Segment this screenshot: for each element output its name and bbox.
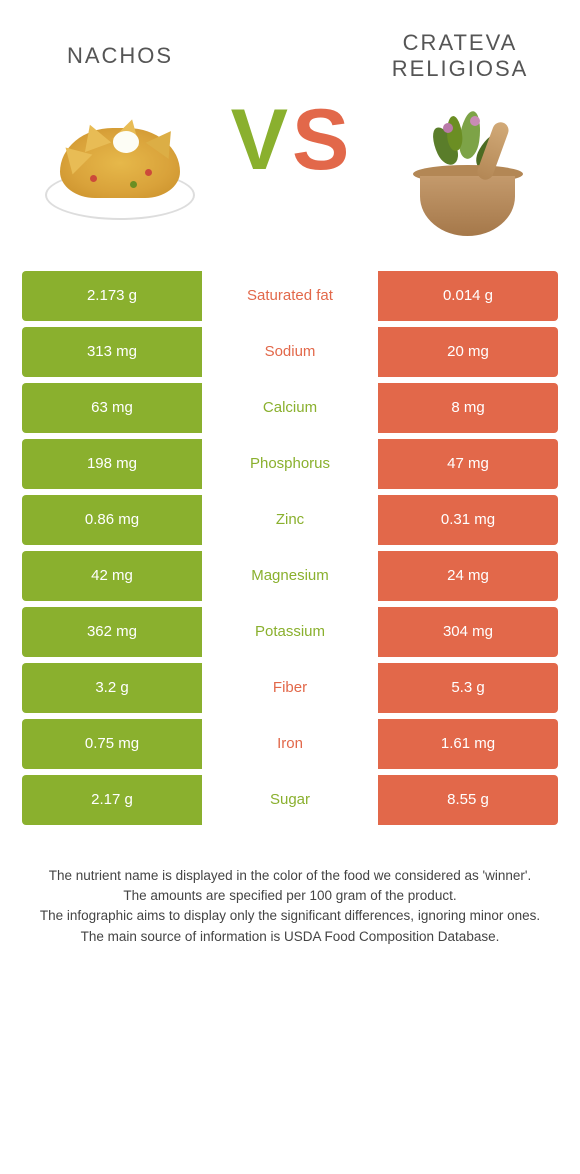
food1-title: Nachos — [20, 43, 220, 69]
nutrient-row: 63 mgCalcium8 mg — [22, 383, 558, 433]
nachos-image — [35, 88, 205, 238]
nutrient-row: 0.86 mgZinc0.31 mg — [22, 495, 558, 545]
food2-title: Crateva religiosa — [360, 30, 560, 83]
nutrient-row: 2.173 gSaturated fat0.014 g — [22, 271, 558, 321]
nutrient-label: Sugar — [202, 775, 378, 825]
nutrient-left-value: 3.2 g — [22, 663, 202, 713]
nutrient-left-value: 0.75 mg — [22, 719, 202, 769]
nutrient-right-value: 8 mg — [378, 383, 558, 433]
nutrient-right-value: 304 mg — [378, 607, 558, 657]
vs-label: V S — [231, 97, 350, 183]
nutrient-row: 3.2 gFiber5.3 g — [22, 663, 558, 713]
nutrient-row: 313 mgSodium20 mg — [22, 327, 558, 377]
footer-line2: The amounts are specified per 100 gram o… — [30, 886, 550, 906]
nutrient-row: 0.75 mgIron1.61 mg — [22, 719, 558, 769]
nutrient-left-value: 0.86 mg — [22, 495, 202, 545]
nutrient-left-value: 2.173 g — [22, 271, 202, 321]
nutrient-label: Zinc — [202, 495, 378, 545]
nutrient-label: Iron — [202, 719, 378, 769]
nutrient-row: 362 mgPotassium304 mg — [22, 607, 558, 657]
nutrient-right-value: 47 mg — [378, 439, 558, 489]
nutrient-row: 198 mgPhosphorus47 mg — [22, 439, 558, 489]
nutrient-row: 2.17 gSugar8.55 g — [22, 775, 558, 825]
nutrient-right-value: 5.3 g — [378, 663, 558, 713]
nutrient-label: Sodium — [202, 327, 378, 377]
crateva-image — [375, 101, 545, 251]
nutrient-right-value: 0.014 g — [378, 271, 558, 321]
footer-line1: The nutrient name is displayed in the co… — [30, 866, 550, 886]
nutrient-left-value: 198 mg — [22, 439, 202, 489]
vs-s-letter: S — [292, 97, 349, 183]
footer-line4: The main source of information is USDA F… — [30, 927, 550, 947]
vs-v-letter: V — [231, 97, 288, 183]
nutrient-label: Magnesium — [202, 551, 378, 601]
nutrient-label: Calcium — [202, 383, 378, 433]
nutrient-left-value: 2.17 g — [22, 775, 202, 825]
footer-line3: The infographic aims to display only the… — [30, 906, 550, 926]
nutrient-left-value: 42 mg — [22, 551, 202, 601]
nutrient-right-value: 0.31 mg — [378, 495, 558, 545]
nutrient-right-value: 24 mg — [378, 551, 558, 601]
nutrient-table: 2.173 gSaturated fat0.014 g313 mgSodium2… — [0, 261, 580, 825]
nutrient-left-value: 63 mg — [22, 383, 202, 433]
footer-notes: The nutrient name is displayed in the co… — [0, 831, 580, 947]
nutrient-label: Phosphorus — [202, 439, 378, 489]
food2-column: Crateva religiosa — [360, 30, 560, 251]
nutrient-left-value: 313 mg — [22, 327, 202, 377]
header: Nachos V S Crateva religiosa — [0, 0, 580, 261]
nutrient-label: Fiber — [202, 663, 378, 713]
nutrient-label: Potassium — [202, 607, 378, 657]
nutrient-label: Saturated fat — [202, 271, 378, 321]
nutrient-right-value: 8.55 g — [378, 775, 558, 825]
nutrient-row: 42 mgMagnesium24 mg — [22, 551, 558, 601]
nutrient-right-value: 1.61 mg — [378, 719, 558, 769]
food1-column: Nachos — [20, 43, 220, 237]
nutrient-left-value: 362 mg — [22, 607, 202, 657]
nutrient-right-value: 20 mg — [378, 327, 558, 377]
